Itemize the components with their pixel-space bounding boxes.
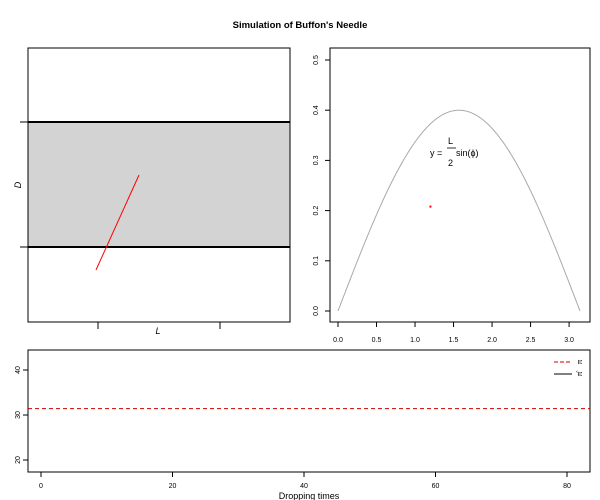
formula-numerator: L (448, 136, 453, 146)
sine-y-ticks: 0.0 0.1 0.2 0.3 0.4 0.5 (313, 55, 330, 316)
figure-title: Simulation of Buffon's Needle (233, 20, 368, 31)
sine-y-tick-label: 0.5 (313, 55, 320, 65)
sine-y-tick-label: 0.3 (313, 155, 320, 165)
sine-x-tick-label: 1.5 (449, 337, 459, 344)
needle-panel: L D (13, 47, 291, 336)
sine-panel: 0.0 0.5 1.0 1.5 2.0 2.5 3.0 0.0 0.1 0.2 0.3 0.4 0.5… (313, 47, 591, 344)
estimate-x-tick-label: 80 (563, 483, 571, 490)
legend-pi-label: π (577, 359, 584, 364)
sine-x-ticks: 0.0 0.5 1.0 1.5 2.0 2.5 3.0 (333, 322, 574, 344)
sine-x-tick-label: 1.0 (410, 337, 420, 344)
sine-y-tick-label: 0.2 (313, 206, 320, 216)
sine-plot-frame (329, 47, 591, 323)
sine-y-tick-label: 0.1 (313, 256, 320, 266)
sine-y-tick-label: 0.0 (313, 306, 320, 316)
estimate-legend: π π̂ (554, 359, 584, 376)
sine-y-tick-label: 0.4 (313, 105, 320, 115)
sine-x-tick-label: 2.5 (526, 337, 536, 344)
estimate-x-tick-label: 60 (432, 483, 440, 490)
needle-xlabel: L (155, 326, 160, 336)
needle (95, 174, 140, 271)
sine-points (429, 205, 432, 208)
estimate-panel: 0 20 40 60 80 20 30 40 Dropping times π π̂ (15, 349, 591, 500)
estimate-xlabel: Dropping times (279, 491, 340, 500)
curve-formula: y = L 2 sin(ϕ) (430, 136, 479, 168)
sine-x-tick-label: 2.0 (487, 337, 497, 344)
estimate-y-ticks: 20 30 40 (15, 366, 28, 464)
band-fill (28, 122, 290, 247)
estimate-x-ticks: 0 20 40 60 80 (39, 472, 571, 490)
estimate-x-tick-label: 40 (300, 483, 308, 490)
needle-ylabel: D (13, 181, 23, 188)
formula-lhs: y = (430, 148, 442, 158)
formula-denominator: 2 (448, 158, 453, 168)
estimate-x-tick-label: 20 (169, 483, 177, 490)
estimate-x-tick-label: 0 (39, 483, 43, 490)
estimate-y-tick-label: 30 (15, 411, 22, 419)
estimate-y-tick-label: 20 (15, 456, 22, 464)
formula-rhs: sin(ϕ) (456, 148, 479, 158)
sine-curve (337, 109, 581, 312)
legend-pihat-label: π̂ (577, 370, 584, 377)
estimate-y-tick-label: 40 (15, 366, 22, 374)
sine-x-tick-label: 0.5 (372, 337, 382, 344)
needle-plot-frame (27, 47, 291, 323)
sine-sample-point (429, 205, 432, 208)
sine-x-tick-label: 3.0 (564, 337, 574, 344)
estimate-plot-frame (27, 349, 591, 473)
sine-x-tick-label: 0.0 (333, 337, 343, 344)
